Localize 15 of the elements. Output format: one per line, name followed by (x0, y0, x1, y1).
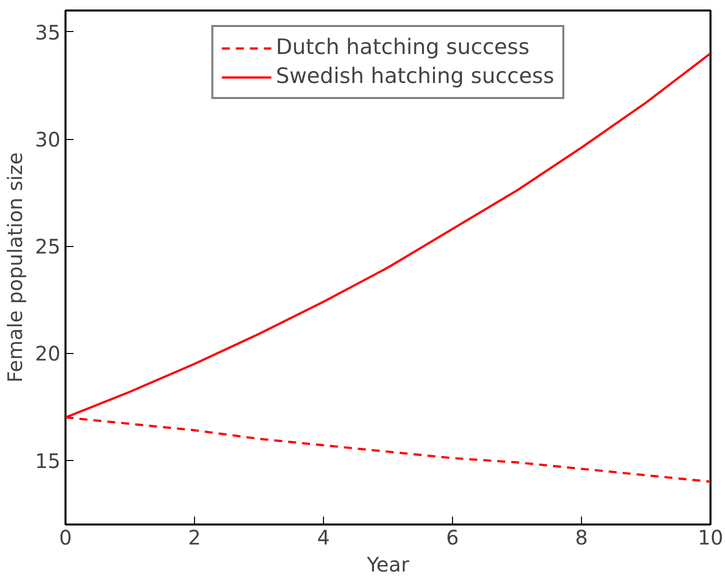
x-tick-label: 2 (188, 526, 201, 550)
y-tick-label: 25 (35, 234, 61, 259)
x-tick-label: 8 (575, 526, 588, 550)
legend-label: Dutch hatching success (276, 35, 530, 60)
y-tick-label: 30 (35, 128, 61, 152)
x-tick-label: 0 (59, 526, 72, 550)
x-axis-title: Year (366, 552, 410, 576)
x-tick-label: 10 (698, 526, 724, 550)
x-tick-label: 4 (317, 526, 330, 550)
y-axis-title: Female population size (3, 152, 28, 383)
x-tick-label: 6 (446, 526, 459, 550)
y-tick-label: 15 (35, 448, 61, 473)
y-tick-label: 35 (35, 20, 61, 44)
y-tick-label: 20 (35, 342, 61, 366)
legend-label: Swedish hatching success (276, 64, 554, 89)
